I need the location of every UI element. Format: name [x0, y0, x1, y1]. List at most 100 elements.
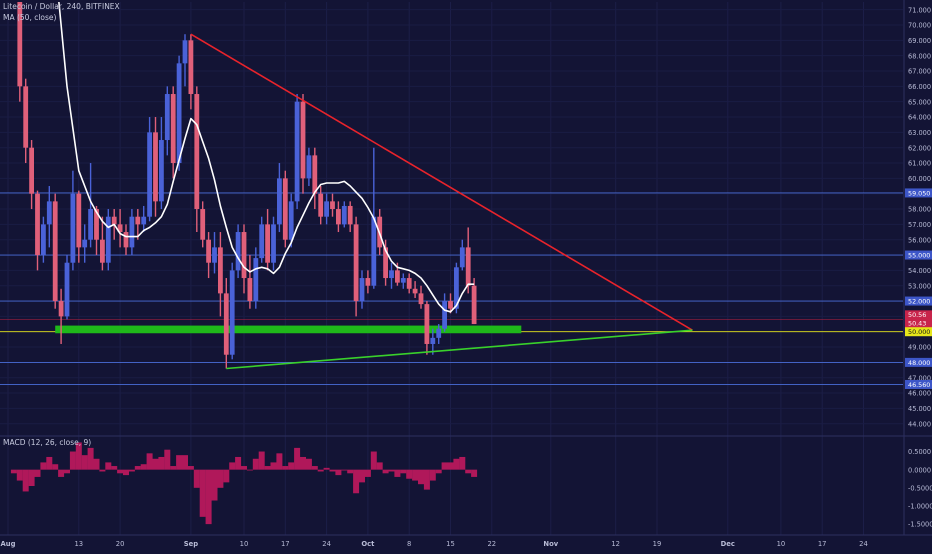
macd-histogram-bar	[382, 469, 389, 474]
macd-histogram-bar	[81, 455, 88, 470]
macd-histogram-bar	[341, 469, 348, 471]
macd-histogram-bar	[105, 462, 112, 470]
macd-histogram-bar	[241, 466, 247, 470]
macd-histogram-bar	[22, 469, 29, 492]
macd-indicator-label: MACD (12, 26, close, 9)	[3, 438, 92, 447]
macd-histogram-bar	[64, 469, 70, 474]
macd-histogram-bar	[10, 469, 17, 474]
macd-histogram-bar	[193, 469, 200, 488]
macd-histogram-bar	[134, 466, 141, 470]
macd-histogram-bar	[435, 469, 442, 474]
candle-body	[141, 216, 147, 225]
price-tick-label: 56.000	[908, 236, 931, 244]
candle-body	[341, 205, 347, 225]
level-price-label: 55.000	[908, 251, 930, 259]
time-tick-label: Oct	[361, 540, 375, 548]
price-tick-label: 46.000	[908, 390, 931, 398]
candle-body	[223, 293, 229, 355]
macd-histogram-bar	[93, 458, 100, 470]
macd-histogram-bar	[406, 469, 413, 479]
time-tick-label: 22	[487, 540, 496, 548]
macd-histogram-bar	[164, 449, 171, 470]
macd-histogram-bar	[146, 453, 153, 470]
candle-body	[241, 232, 247, 279]
ma-50-line	[58, 2, 475, 313]
candle-body	[371, 216, 377, 286]
time-tick-label: 8	[407, 540, 411, 548]
macd-histogram-bar	[412, 469, 419, 481]
macd-histogram-bar	[128, 469, 135, 472]
level-price-tag	[905, 250, 932, 260]
candle-body	[389, 270, 394, 279]
macd-tick-label: -0.5000	[908, 484, 932, 492]
candle-body	[448, 301, 453, 309]
macd-histogram-bar	[229, 462, 236, 470]
macd-histogram-bar	[246, 469, 253, 471]
candle-body	[135, 216, 141, 225]
candle-body	[105, 216, 111, 263]
level-price-tag	[905, 357, 932, 367]
candle-body	[188, 40, 194, 95]
price-tick-label: 69.000	[908, 37, 931, 45]
candle-body	[282, 178, 288, 240]
macd-histogram-bar	[335, 469, 342, 476]
macd-histogram-bar	[423, 469, 430, 490]
level-price-label: 48.000	[908, 359, 930, 367]
macd-histogram-bar	[429, 469, 436, 481]
current-price-label-1: 50.56	[908, 311, 926, 319]
macd-histogram-bar	[252, 458, 259, 470]
macd-histogram-bar	[323, 467, 330, 470]
macd-tick-label: -1.5000	[908, 521, 932, 529]
candle-body	[336, 209, 341, 225]
macd-histogram-bar	[158, 456, 165, 470]
macd-histogram-bar	[187, 466, 194, 470]
ma-indicator-label: MA (50, close)	[3, 13, 57, 22]
macd-histogram-bar	[170, 466, 177, 470]
macd-histogram-bar	[465, 469, 472, 474]
candle-body	[471, 285, 477, 325]
macd-histogram-bar	[270, 462, 277, 470]
candle-body	[300, 101, 306, 179]
time-tick-label: 10	[240, 540, 249, 548]
macd-histogram-bar	[370, 451, 377, 470]
macd-histogram-bar	[347, 469, 354, 474]
level-price-label: 52.000	[908, 297, 930, 305]
candle-body	[383, 247, 388, 279]
candle-body	[247, 278, 253, 302]
resistance-trendline	[190, 33, 693, 331]
candle-body	[58, 301, 64, 317]
macd-histogram-bar	[359, 469, 365, 483]
macd-histogram-bar	[459, 456, 466, 470]
candle-body	[412, 288, 418, 294]
candle-body	[253, 258, 259, 302]
candle-body	[41, 224, 46, 256]
macd-histogram-bar	[264, 466, 271, 470]
candle-body	[23, 86, 29, 148]
macd-histogram-bar	[235, 456, 242, 470]
macd-histogram-bar	[388, 469, 395, 472]
time-tick-label: Aug	[1, 540, 16, 548]
yellow-price-label-tag	[905, 327, 932, 337]
price-tick-label: 60.000	[908, 175, 931, 183]
candle-body	[312, 155, 318, 194]
macd-histogram-bar	[111, 466, 118, 470]
macd-histogram-bar	[317, 469, 324, 472]
candle-body	[159, 140, 164, 202]
macd-histogram-bar	[182, 455, 188, 470]
macd-histogram-bar	[46, 456, 53, 470]
level-price-label: 59.050	[908, 189, 930, 197]
candle-body	[29, 147, 34, 194]
candle-body	[182, 40, 188, 64]
macd-histogram-bar	[199, 469, 206, 517]
macd-tick-label: -1.0000	[908, 503, 932, 511]
candle-body	[235, 232, 241, 271]
time-tick-label: 12	[611, 540, 620, 548]
macd-histogram-bar	[394, 469, 401, 477]
candle-body	[46, 201, 52, 225]
candle-body	[129, 216, 135, 248]
time-tick-label: 15	[446, 540, 455, 548]
current-price-label-2-tag	[905, 318, 932, 328]
macd-histogram-bar	[258, 451, 265, 470]
